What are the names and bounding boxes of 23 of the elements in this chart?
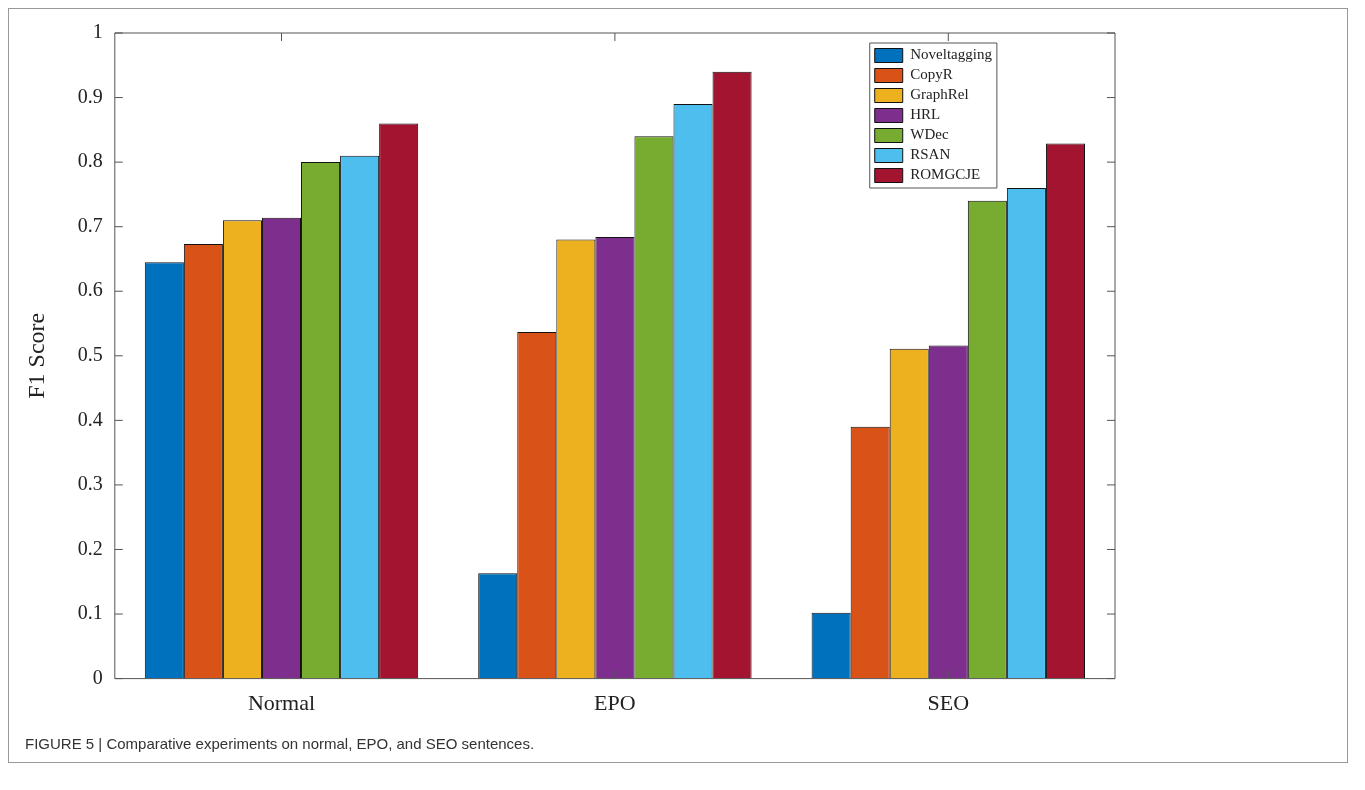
y-tick-label: 0.1 [77,601,103,624]
legend-label: CopyR [910,66,953,83]
y-tick-label: 0.3 [77,472,103,495]
y-tick-label: 0.7 [77,213,103,236]
legend-label: GraphRel [910,86,969,103]
legend-label: WDec [910,126,949,143]
y-tick-label: 0.6 [77,278,103,301]
y-tick-label: 0.8 [77,149,103,172]
x-tick-label: EPO [594,689,636,715]
caption: FIGURE 5 | Comparative experiments on normal, EPO, and SEO sentences. [24,734,536,754]
legend-label: HRL [910,106,941,123]
x-tick-label: Normal [247,689,316,715]
y-tick-label: 0.2 [77,536,103,559]
y-tick-label: 1 [92,20,103,43]
y-tick-label: 0.4 [77,407,103,430]
legend-label: ROMGCJE [910,166,981,183]
legend-label: RSAN [910,146,951,163]
y-axis-title: F1 Score [22,312,49,399]
y-tick-label: 0.9 [77,84,103,107]
legend-label: Noveltagging [910,46,993,63]
y-tick-label: 0.5 [77,343,103,366]
y-tick-label: 0 [92,665,103,688]
x-tick-label: SEO [927,689,970,715]
